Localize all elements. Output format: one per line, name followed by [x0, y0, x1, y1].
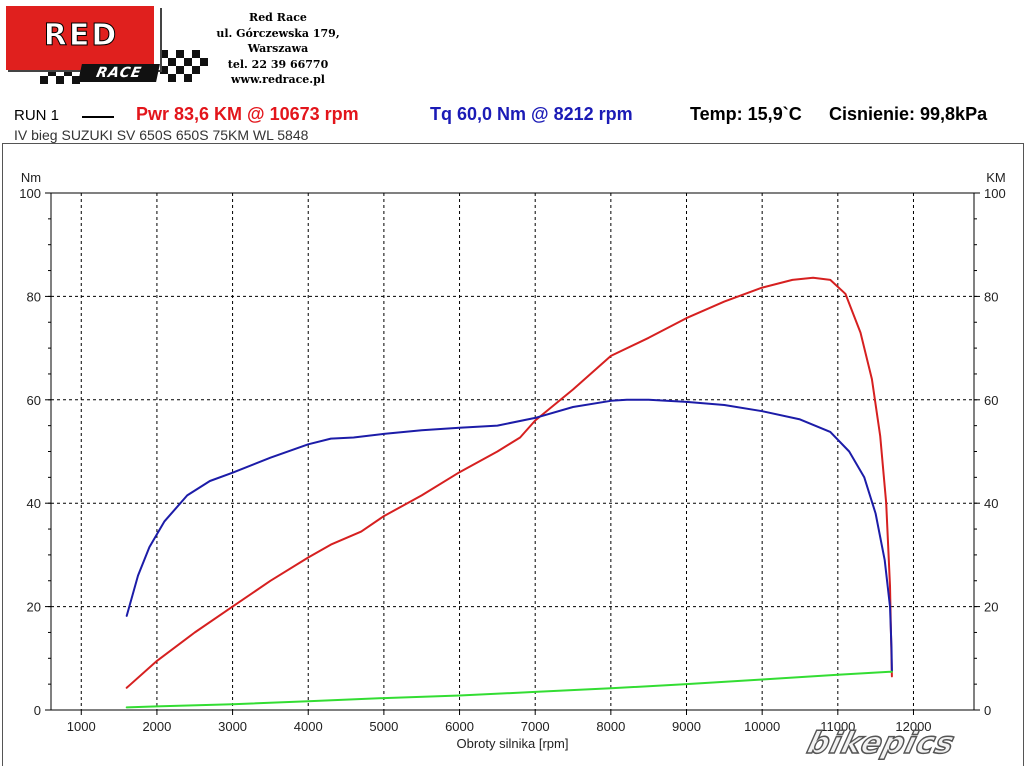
watermark-logo: bikepics: [803, 725, 960, 762]
plot-area: [50, 192, 975, 711]
x-tick-label: 4000: [294, 719, 323, 734]
series-line-0: [125, 276, 893, 689]
y-tick-label-right: 0: [984, 703, 991, 718]
x-tick-label: 10000: [744, 719, 780, 734]
company-city: Warszawa: [247, 42, 309, 55]
company-website: www.redrace.pl: [231, 73, 325, 86]
y-tick-label-left: 40: [27, 496, 41, 511]
run-subtitle: IV bieg SUZUKI SV 650S 650S 75KM WL 5848: [14, 127, 309, 143]
y-tick-label-right: 100: [984, 186, 1006, 201]
x-tick-label: 11000: [820, 719, 855, 734]
run-legend-line: [82, 116, 114, 118]
company-info: Red Race ul. Górczewska 179, Warszawa te…: [212, 10, 344, 88]
x-tick-label: 7000: [521, 719, 550, 734]
x-tick-label: 12000: [895, 719, 931, 734]
y-tick-label-right: 20: [984, 600, 998, 615]
series-line-2: [125, 670, 893, 709]
y-tick-label-left: 60: [27, 393, 41, 408]
pressure-readout: Cisnienie: 99,8kPa: [829, 104, 988, 124]
logo-red-text: RED: [43, 18, 119, 54]
y-axis-label-left: Nm: [21, 170, 41, 185]
power-peak: Pwr 83,6 KM @ 10673 rpm: [136, 104, 359, 124]
x-axis-label: Obroty silnika [rpm]: [457, 736, 569, 751]
x-tick-label: 3000: [218, 719, 247, 734]
x-tick-label: 6000: [445, 719, 474, 734]
logo-red-box: [6, 6, 160, 70]
company-address: ul. Górczewska 179,: [216, 26, 340, 40]
run-label: RUN 1: [14, 107, 60, 124]
y-axis-label-right: KM: [986, 170, 1006, 185]
torque-peak: Tq 60,0 Nm @ 8212 rpm: [430, 104, 633, 124]
y-tick-label-left: 100: [19, 186, 41, 201]
x-tick-label: 8000: [596, 719, 625, 734]
x-tick-label: 1000: [67, 719, 96, 734]
y-tick-label-right: 80: [984, 289, 998, 304]
y-tick-label-right: 60: [984, 393, 998, 408]
x-tick-label: 5000: [369, 719, 398, 734]
x-tick-label: 2000: [142, 719, 171, 734]
company-name: Red Race: [249, 11, 307, 24]
checkered-flag-icon: [40, 50, 208, 84]
y-tick-label-left: 20: [27, 600, 41, 615]
temperature-readout: Temp: 15,9`C: [690, 104, 802, 124]
company-phone: tel. 22 39 66770: [227, 57, 329, 71]
run-summary-row: RUN 1 Pwr 83,6 KM @ 10673 rpm Tq 60,0 Nm…: [14, 104, 1014, 128]
red-race-logo: RED RACE: [6, 6, 208, 90]
y-tick-label-left: 0: [34, 703, 41, 718]
y-tick-label-left: 80: [27, 289, 41, 304]
series-line-1: [125, 398, 893, 673]
y-tick-label-right: 40: [984, 496, 998, 511]
x-tick-label: 9000: [672, 719, 701, 734]
